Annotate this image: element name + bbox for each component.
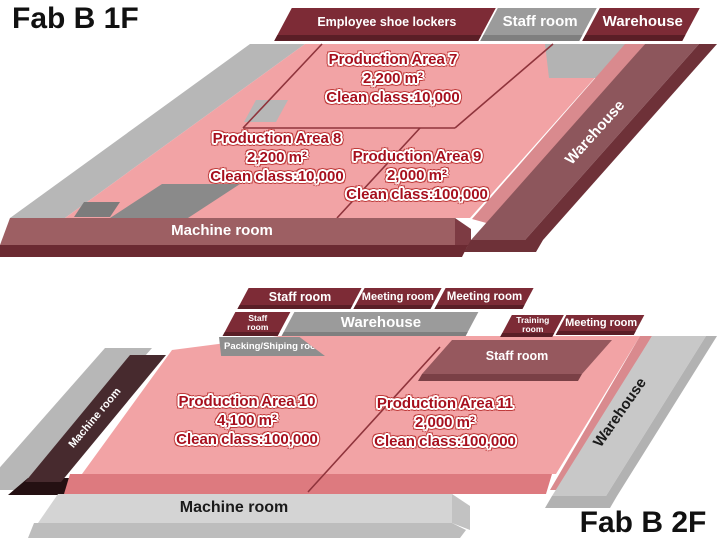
area11-size: 2,000 m² <box>414 414 476 431</box>
floor1-pink-bevel-edge <box>472 44 645 224</box>
floor2-footprint <box>0 336 717 538</box>
area-label-production-area-7: Production Area 7 2,200 m² Clean class:1… <box>288 50 498 107</box>
floor2-partition-line-a10-a11 <box>307 346 441 493</box>
area7-size: 2,200 m² <box>362 70 424 87</box>
slab-staff-room-2f-small-label: Staff room <box>246 312 269 332</box>
area7-name: Production Area 7 <box>328 51 458 68</box>
floor2-warehouse-band-cap <box>545 496 617 508</box>
floor1-footprint <box>0 43 717 257</box>
floor1-warehouse-band-cap <box>464 240 543 252</box>
floor2-pink-bevel-edge <box>550 336 652 490</box>
floor1-machine-room-bar-bottom <box>0 245 468 257</box>
area-label-production-area-11: Production Area 11 2,000 m² Clean class:… <box>340 394 550 451</box>
slab-meeting-room-3-label: Meeting room <box>565 317 638 329</box>
slab-warehouse-1f-top: Warehouse <box>582 8 700 41</box>
floor1-machine-room-bar-end <box>455 218 471 247</box>
slab-meeting-room-1: Meeting room <box>353 288 442 309</box>
floor1-warehouse-band-edge <box>525 44 717 240</box>
floor2-machine-room-side-band <box>25 355 166 482</box>
floor1-partition-line-a7-left <box>242 43 323 129</box>
slab-meeting-room-2-label: Meeting room <box>447 290 523 303</box>
floor1-gray-notch <box>244 100 288 122</box>
floor2-staff-room-band-edge <box>418 374 582 381</box>
slab-staff-room-2f-row1-label: Staff room <box>269 289 332 304</box>
staff-room-band-2f-label: Staff room <box>485 349 549 363</box>
floor2-staff-room-band <box>422 340 612 374</box>
floor1-small-gray-patch <box>74 202 120 217</box>
slab-staff-room-1f-label: Staff room <box>502 13 578 30</box>
area-label-production-area-9: Production Area 9 2,000 m² Clean class:1… <box>312 147 522 204</box>
floor1-partition-line-a7-right <box>454 43 554 129</box>
area-label-production-area-8: Production Area 8 2,200 m² Clean class:1… <box>172 129 382 186</box>
slab-staff-room-1f: Staff room <box>480 8 597 41</box>
floor1-partition-line-a8-a9 <box>336 127 421 219</box>
floor1-left-gray-band <box>10 44 305 218</box>
floor2-machine-room-bar-bottom <box>28 523 466 538</box>
machine-room-2f-label: Machine room <box>179 499 289 516</box>
area11-name: Production Area 11 <box>376 395 514 412</box>
area10-clean-class: Clean class:100,000 <box>176 431 318 448</box>
slab-staff-room-2f-row1: Staff room <box>237 288 362 309</box>
area11-clean-class: Clean class:100,000 <box>374 433 516 450</box>
area9-clean-class: Clean class:100,000 <box>346 186 488 203</box>
slab-meeting-room-2: Meeting room <box>434 288 534 309</box>
area8-size: 2,200 m² <box>246 149 308 166</box>
floor2-warehouse-band <box>552 336 706 496</box>
machine-room-1f-label: Machine room <box>171 222 273 239</box>
area7-clean-class: Clean class:10,000 <box>326 89 460 106</box>
area10-size: 4,100 m² <box>216 412 278 429</box>
floor2-warehouse-band-edge <box>606 336 717 496</box>
area8-clean-class: Clean class:10,000 <box>210 168 344 185</box>
floor1-title: Fab B 1F <box>12 2 139 35</box>
area9-name: Production Area 9 <box>352 148 482 165</box>
area9-size: 2,000 m² <box>386 167 448 184</box>
area-label-production-area-10: Production Area 10 4,100 m² Clean class:… <box>142 392 352 449</box>
slab-meeting-room-3: Meeting room <box>555 315 645 335</box>
slab-training-room-label: Training room <box>516 314 550 334</box>
slab-meeting-room-1-label: Meeting room <box>362 290 435 303</box>
floor2-title: Fab B 2F <box>579 506 707 539</box>
slab-employee-shoe-lockers-label: Employee shoe lockers <box>317 14 457 29</box>
floor1-pink-floor <box>65 44 625 218</box>
floor2-machine-room-bar <box>38 494 452 523</box>
packing-shipping-room-patch: Packing/Shiping room <box>219 337 325 356</box>
slab-warehouse-1f-top-label: Warehouse <box>602 13 683 30</box>
floor1-gray-patch <box>110 184 240 218</box>
floor1-warehouse-band <box>471 44 699 240</box>
floor1-machine-room-bar <box>0 218 455 245</box>
floor2-machine-room-bar-end <box>452 494 470 530</box>
area8-name: Production Area 8 <box>212 130 342 147</box>
area10-name: Production Area 10 <box>178 393 316 410</box>
slab-employee-shoe-lockers: Employee shoe lockers <box>274 8 496 41</box>
floor2-pink-front-edge <box>64 474 552 494</box>
slab-warehouse-2f-top: Warehouse <box>281 312 479 336</box>
slab-warehouse-2f-top-label: Warehouse <box>340 313 422 331</box>
